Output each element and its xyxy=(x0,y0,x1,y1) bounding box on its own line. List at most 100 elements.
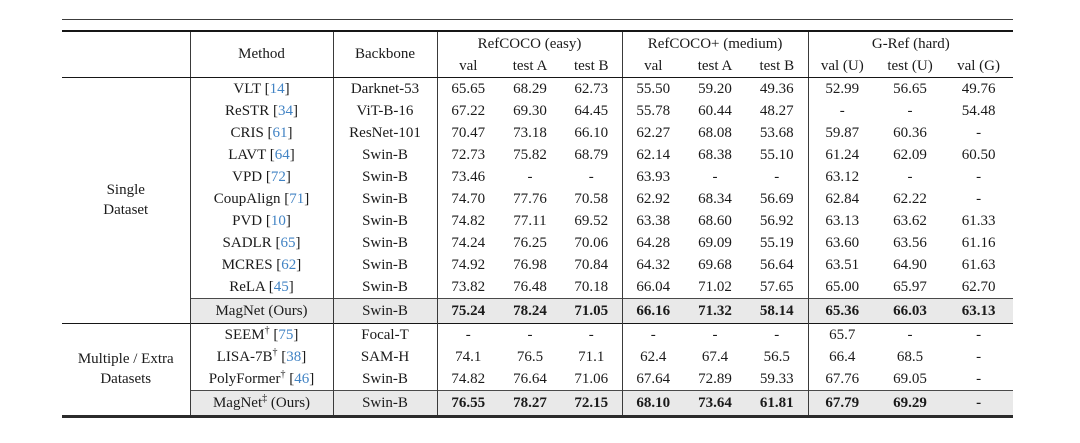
method-cell: SADLR [65] xyxy=(190,232,334,254)
score-cell: 58.14 xyxy=(746,298,809,324)
score-cell: 53.68 xyxy=(746,122,809,144)
citation-link[interactable]: 10 xyxy=(270,212,286,229)
score-cell: 63.56 xyxy=(893,234,927,251)
subheader-testb: test B xyxy=(746,56,809,78)
score-cell: 71.05 xyxy=(561,298,623,324)
method-name: CoupAlign xyxy=(213,190,281,207)
score-cell: 64.90 xyxy=(893,256,927,273)
method-cell: VPD [72] xyxy=(190,166,334,188)
method-name: ReLA xyxy=(229,278,266,295)
score-cell: 76.48 xyxy=(513,278,547,295)
score-cell: 67.22 xyxy=(451,102,486,119)
score-cell: 49.76 xyxy=(961,80,996,97)
score-cell: 74.82 xyxy=(451,370,486,387)
score-cell: 70.47 xyxy=(451,124,486,141)
score-cell: - xyxy=(907,168,913,185)
score-cell: - xyxy=(499,323,561,346)
method-column-header: Method xyxy=(190,31,334,78)
score-cell: 64.28 xyxy=(636,234,671,251)
score-cell: 75.24 xyxy=(437,298,499,324)
citation-link[interactable]: 72 xyxy=(270,168,286,185)
score-cell: 67.4 xyxy=(701,348,729,365)
score-cell: 61.16 xyxy=(961,234,996,251)
dataset-group-label-line: Dataset xyxy=(103,201,149,218)
method-cell: CRIS [61] xyxy=(190,122,334,144)
score-cell: 55.10 xyxy=(746,144,809,166)
score-cell: - xyxy=(976,348,982,365)
group-header-refcoco-plus: RefCOCO+ (medium) xyxy=(622,31,809,56)
score-cell: - xyxy=(712,168,718,185)
score-cell: 66.16 xyxy=(622,298,685,324)
dataset-group-label: Multiple / Extra Datasets xyxy=(62,323,191,417)
score-cell: - xyxy=(746,166,809,188)
score-cell: 71.02 xyxy=(698,278,732,295)
score-cell: 61.33 xyxy=(961,212,996,229)
citation-link[interactable]: 46 xyxy=(294,370,310,387)
citation-link[interactable]: 71 xyxy=(289,190,305,207)
score-cell: 65.7 xyxy=(808,323,877,346)
score-cell: 76.98 xyxy=(513,256,547,273)
citation-link[interactable]: 34 xyxy=(277,102,293,119)
score-cell: 63.38 xyxy=(636,212,671,229)
score-cell: 72.15 xyxy=(561,390,623,417)
result-row: Single Dataset VLT [14] Darknet-53 65.65 68.2… xyxy=(62,77,1013,324)
score-cell: 63.51 xyxy=(825,256,860,273)
citation-link[interactable]: 64 xyxy=(274,146,290,163)
score-cell: 54.48 xyxy=(961,102,996,119)
backbone-cell: Swin-B xyxy=(333,144,438,166)
score-cell: 52.99 xyxy=(825,80,860,97)
citation-link[interactable]: 65 xyxy=(280,234,296,251)
subheader-test-u: test (U) xyxy=(876,56,945,78)
method-cell: LAVT [64] xyxy=(190,144,334,166)
score-cell: 74.82 xyxy=(451,212,486,229)
benchmark-results-table: Method Backbone RefCOCO (easy) RefCOCO+ … xyxy=(62,19,1014,418)
score-cell: 64.32 xyxy=(636,256,671,273)
method-name: VPD xyxy=(232,168,263,185)
dataset-group-label-line: Single xyxy=(106,181,145,198)
result-row: Multiple / Extra Datasets SEEM† [75] Focal-… xyxy=(62,323,1014,417)
score-cell: 74.70 xyxy=(451,190,486,207)
score-cell: 62.4 xyxy=(640,348,667,365)
score-cell: 73.64 xyxy=(684,390,747,417)
group-header-gref: G-Ref (hard) xyxy=(871,35,950,52)
backbone-cell: Swin-B xyxy=(333,298,438,324)
score-cell: 56.69 xyxy=(746,188,809,210)
ours-result-row: MagNet (Ours) Swin-B 75.24 78.24 71.05 66.16 7… xyxy=(62,298,1014,324)
citation-link[interactable]: 38 xyxy=(286,348,302,365)
subheader-val-u: val (U) xyxy=(808,56,877,78)
method-cell: MagNet‡ (Ours) xyxy=(190,390,334,417)
score-cell: 71.32 xyxy=(684,298,747,324)
citation-link[interactable]: 45 xyxy=(273,278,289,295)
backbone-cell: Swin-B xyxy=(333,368,438,391)
citation-link[interactable]: 61 xyxy=(272,124,288,141)
method-name: VLT xyxy=(233,80,261,97)
method-name: LISA-7B xyxy=(216,348,273,365)
score-cell: 69.09 xyxy=(698,234,732,251)
score-cell: 62.70 xyxy=(961,278,996,295)
score-cell: - xyxy=(944,390,1014,417)
score-cell: 78.27 xyxy=(499,390,561,417)
method-cell: MCRES [62] xyxy=(190,254,334,276)
score-cell: 67.76 xyxy=(825,370,860,387)
citation-link[interactable]: 75 xyxy=(278,326,294,343)
backbone-cell: Swin-B xyxy=(333,276,438,299)
method-cell: ReLA [45] xyxy=(190,276,334,299)
subheader-val-g: val (G) xyxy=(944,56,1014,78)
method-name: SEEM xyxy=(224,326,265,343)
score-cell: 61.63 xyxy=(961,256,996,273)
score-cell: 56.92 xyxy=(746,210,809,232)
score-cell: 48.27 xyxy=(746,100,809,122)
score-cell: 76.25 xyxy=(513,234,547,251)
method-name: ReSTR xyxy=(225,102,270,119)
result-row: VPD [72] Swin-B 73.46- -63.93- -63.12- - xyxy=(62,166,1013,188)
score-cell: 72.89 xyxy=(698,370,732,387)
score-cell: 69.05 xyxy=(893,370,927,387)
score-cell: 67.79 xyxy=(808,390,877,417)
citation-link[interactable]: 14 xyxy=(269,80,285,97)
score-cell: 55.78 xyxy=(636,102,671,119)
score-cell: 66.4 xyxy=(829,348,856,365)
score-cell: 68.5 xyxy=(896,348,924,365)
citation-link[interactable]: 62 xyxy=(281,256,297,273)
score-cell: - xyxy=(944,323,1014,346)
